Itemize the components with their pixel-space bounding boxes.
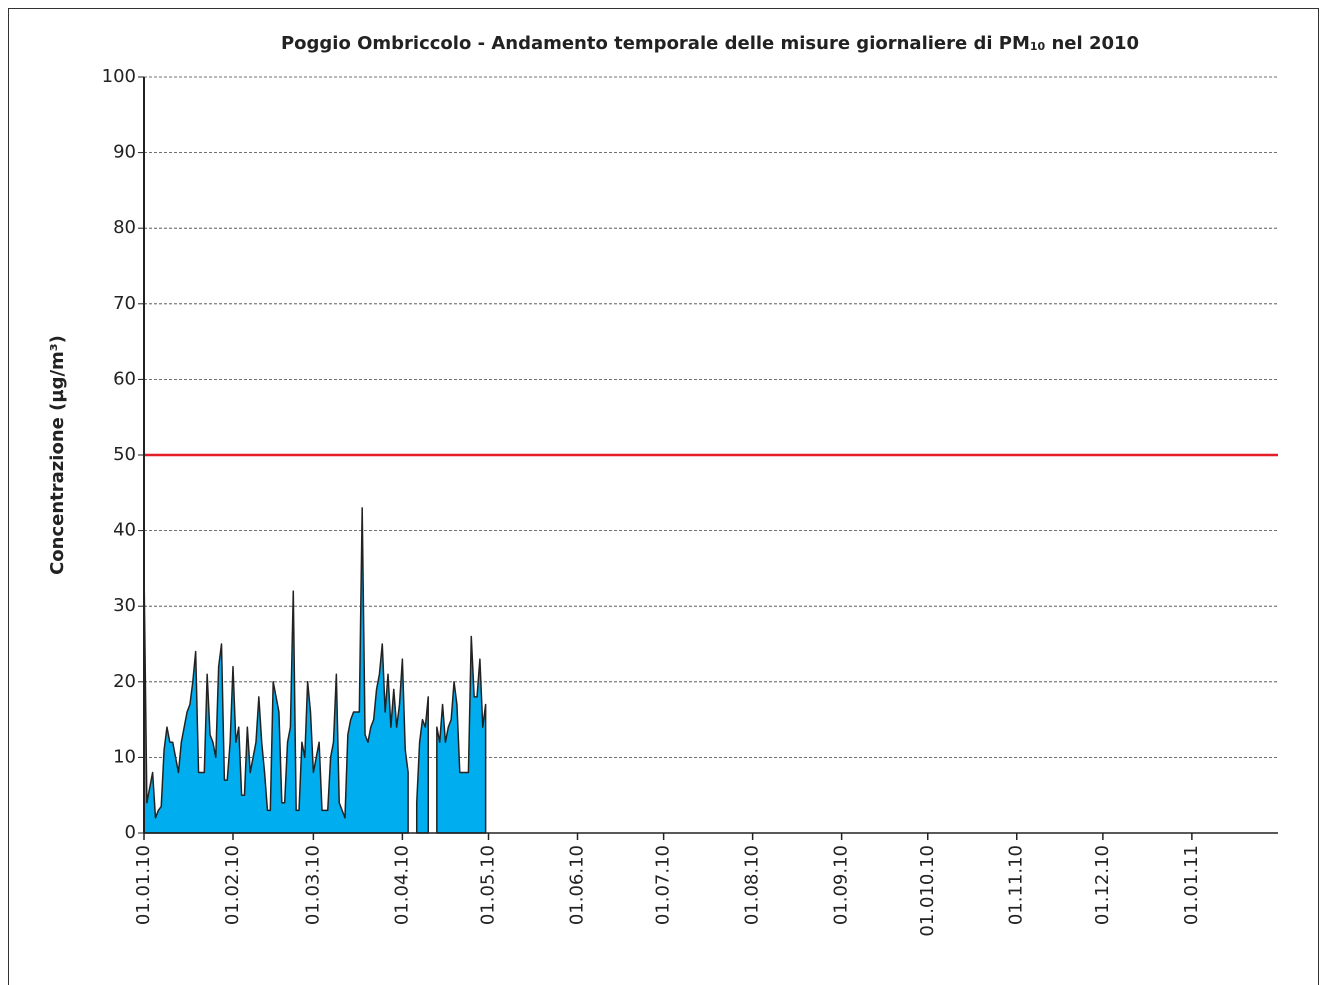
x-tick-label: 01.11.10 — [1006, 845, 1027, 925]
y-tick-label: 90 — [113, 142, 136, 163]
title-part: Poggio Ombriccolo - Andamento temporale … — [281, 33, 1030, 54]
x-tick-label: 01.02.10 — [222, 845, 243, 925]
y-tick-label: 10 — [113, 746, 136, 767]
frame — [8, 8, 1319, 985]
y-tick-label: 60 — [113, 368, 136, 389]
area — [436, 635, 487, 834]
x-tick-label: 01.01.10 — [133, 845, 154, 925]
y-tick-label: 80 — [113, 217, 136, 238]
area — [143, 507, 409, 834]
chart-title: Poggio Ombriccolo - Andamento temporale … — [281, 33, 1139, 54]
x-tick-label: 01.07.10 — [653, 845, 674, 925]
y-tick-label: 0 — [125, 822, 136, 843]
x-tick-label: 01.03.10 — [302, 845, 323, 925]
title-part: nel 2010 — [1045, 33, 1139, 54]
y-tick-label: 20 — [113, 671, 136, 692]
x-tick-label: 01.05.10 — [478, 845, 499, 925]
title-subscript: 10 — [1030, 40, 1046, 53]
y-tick-label: 70 — [113, 293, 136, 314]
x-tick-label: 01.04.10 — [391, 845, 412, 925]
y-tick-label: 40 — [113, 520, 136, 541]
x-tick-label: 01.010.10 — [917, 845, 938, 937]
y-tick-label: 50 — [113, 444, 136, 465]
x-tick-label: 01.09.10 — [831, 845, 852, 925]
y-tick-label: 30 — [113, 595, 136, 616]
y-axis-label: Concentrazione (µg/m³) — [47, 335, 68, 575]
x-tick-label: 01.12.10 — [1092, 845, 1113, 925]
x-tick-label: 01.08.10 — [742, 845, 763, 925]
x-tick-label: 01.01.11 — [1181, 845, 1202, 925]
area — [415, 696, 429, 834]
x-tick-label: 01.06.10 — [567, 845, 588, 925]
y-tick-label: 100 — [102, 66, 136, 87]
